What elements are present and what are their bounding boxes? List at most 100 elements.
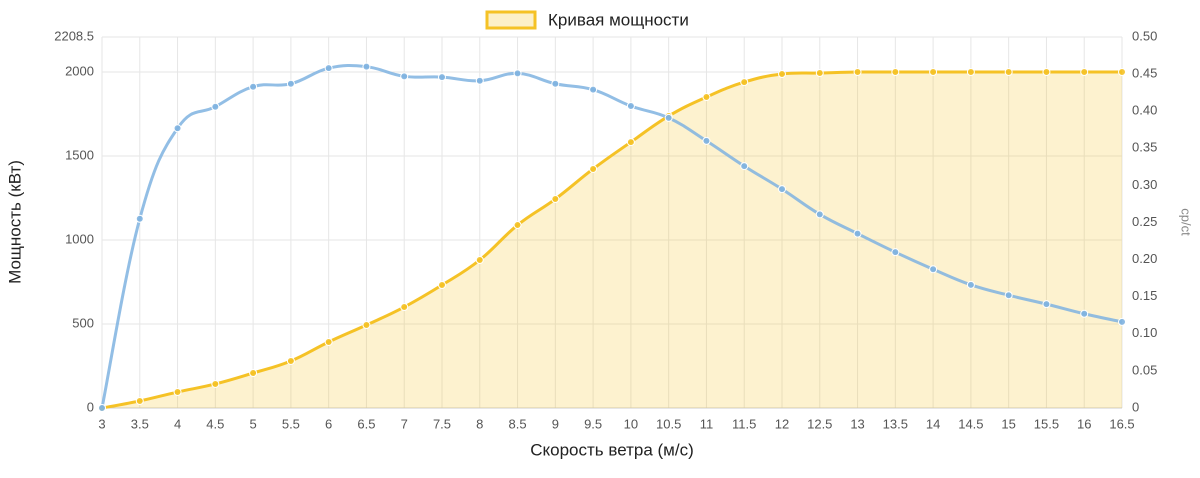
x-tick-label: 12 bbox=[775, 416, 789, 431]
x-tick-label: 4 bbox=[174, 416, 181, 431]
point bbox=[98, 404, 106, 412]
point bbox=[324, 64, 333, 73]
point bbox=[626, 102, 635, 111]
area bbox=[102, 71, 1122, 408]
y2-tick-label: 0.15 bbox=[1132, 288, 1157, 303]
point bbox=[1042, 300, 1051, 309]
x-tick-label: 6 bbox=[325, 416, 332, 431]
y-tick-label: 2000 bbox=[65, 63, 94, 78]
y2-tick-label: 0.30 bbox=[1132, 177, 1157, 192]
x-tick-label: 7 bbox=[401, 416, 408, 431]
x-tick-label: 13.5 bbox=[883, 416, 908, 431]
legend-swatch bbox=[485, 10, 537, 30]
point bbox=[438, 281, 446, 290]
point bbox=[778, 185, 786, 194]
y-axis-title: Мощность (кВт) bbox=[5, 160, 24, 284]
point bbox=[702, 136, 711, 145]
point bbox=[135, 396, 144, 405]
x-tick-label: 12.5 bbox=[807, 416, 832, 431]
x-tick-label: 5.5 bbox=[282, 416, 300, 431]
point bbox=[475, 76, 484, 85]
x-tick-label: 7.5 bbox=[433, 416, 451, 431]
y-tick-label: 2208.5 bbox=[54, 28, 94, 43]
point bbox=[211, 379, 220, 388]
y2-tick-label: 0.35 bbox=[1132, 140, 1157, 155]
x-tick-label: 14.5 bbox=[958, 416, 983, 431]
point bbox=[853, 68, 862, 77]
point bbox=[740, 162, 749, 171]
point bbox=[929, 68, 938, 77]
point bbox=[1118, 68, 1126, 77]
point bbox=[589, 164, 598, 173]
point bbox=[249, 82, 258, 91]
point bbox=[1080, 68, 1089, 77]
point bbox=[1118, 317, 1126, 326]
point bbox=[400, 303, 409, 312]
x-tick-label: 4.5 bbox=[206, 416, 224, 431]
point bbox=[324, 337, 333, 346]
x-tick-label: 9.5 bbox=[584, 416, 602, 431]
line bbox=[101, 70, 1122, 410]
x-tick-label: 6.5 bbox=[357, 416, 375, 431]
y2-tick-label: 0.40 bbox=[1132, 103, 1157, 118]
point bbox=[966, 280, 975, 289]
point bbox=[589, 85, 598, 94]
y2-tick-label: 0.10 bbox=[1132, 325, 1157, 340]
point bbox=[891, 248, 900, 257]
y2-tick-label: 0.45 bbox=[1132, 66, 1157, 81]
point bbox=[626, 138, 635, 147]
point bbox=[702, 93, 711, 102]
legend-label: Кривая мощности bbox=[548, 10, 689, 29]
x-tick-label: 16.5 bbox=[1109, 416, 1134, 431]
point bbox=[513, 69, 522, 78]
point bbox=[966, 68, 975, 77]
y-tick-label: 500 bbox=[72, 315, 94, 330]
point bbox=[362, 62, 371, 71]
point bbox=[211, 102, 220, 111]
x-tick-label: 11.5 bbox=[732, 416, 756, 431]
y2-tick-label: 0.20 bbox=[1132, 251, 1157, 266]
x-tick-label: 3.5 bbox=[131, 416, 149, 431]
point bbox=[778, 70, 786, 79]
x-tick-label: 10 bbox=[624, 416, 638, 431]
x-tick-label: 8 bbox=[476, 416, 483, 431]
y2-tick-label: 0.25 bbox=[1132, 214, 1157, 229]
y-tick-label: 1500 bbox=[65, 147, 94, 162]
x-tick-label: 3 bbox=[98, 416, 105, 431]
x-tick-label: 16 bbox=[1077, 416, 1091, 431]
point bbox=[815, 210, 824, 219]
x-tick-label: 13 bbox=[850, 416, 864, 431]
point bbox=[891, 68, 900, 77]
point bbox=[475, 256, 484, 265]
y-tick-label: 0 bbox=[87, 399, 94, 414]
y-tick-label: 1000 bbox=[65, 231, 94, 246]
point bbox=[513, 221, 522, 230]
x-tick-label: 9 bbox=[552, 416, 559, 431]
point bbox=[853, 229, 862, 238]
x-tick-label: 15.5 bbox=[1034, 416, 1059, 431]
point bbox=[551, 79, 560, 88]
x-axis-title: Скорость ветра (м/с) bbox=[530, 440, 694, 459]
point bbox=[1004, 68, 1013, 77]
point bbox=[362, 321, 371, 330]
point bbox=[173, 124, 182, 133]
point bbox=[1004, 291, 1013, 300]
point bbox=[249, 369, 258, 378]
point bbox=[173, 388, 182, 397]
x-tick-label: 8.5 bbox=[509, 416, 527, 431]
point bbox=[929, 265, 938, 274]
point bbox=[664, 113, 673, 122]
point bbox=[135, 214, 144, 223]
y2-tick-label: 0.50 bbox=[1132, 28, 1157, 43]
point bbox=[1042, 68, 1051, 77]
point bbox=[815, 69, 824, 78]
x-tick-label: 5 bbox=[249, 416, 256, 431]
y2-axis-title: cp/ct bbox=[1179, 208, 1194, 236]
x-tick-label: 15 bbox=[1001, 416, 1015, 431]
x-tick-label: 11 bbox=[700, 416, 714, 431]
point bbox=[551, 195, 560, 204]
point bbox=[400, 72, 409, 81]
x-tick-label: 14 bbox=[926, 416, 940, 431]
point bbox=[286, 356, 295, 365]
